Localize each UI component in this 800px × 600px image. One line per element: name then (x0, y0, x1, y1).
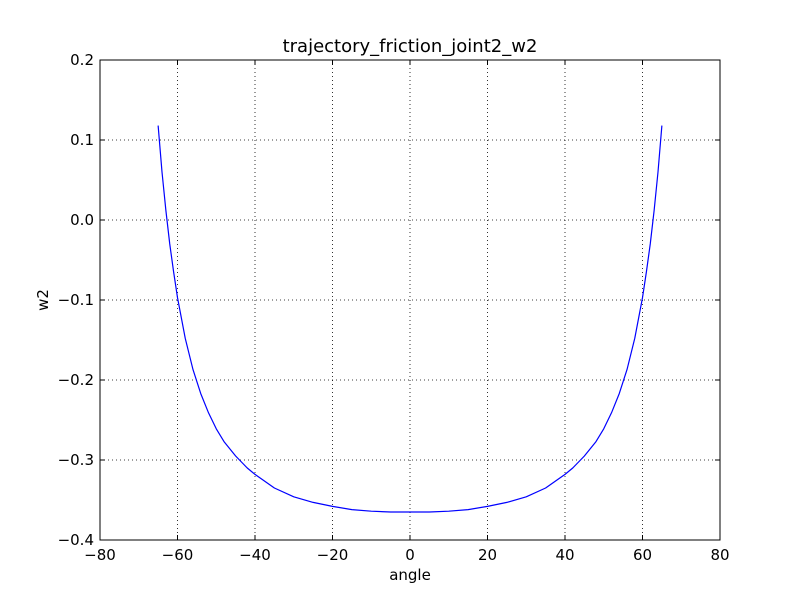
y-tick-label: 0.1 (70, 131, 94, 149)
x-tick-label: 40 (555, 546, 574, 564)
x-tick-label: 80 (710, 546, 729, 564)
y-tick-label: 0.2 (70, 51, 94, 69)
x-tick-label: 0 (405, 546, 415, 564)
y-axis-label: w2 (34, 289, 52, 311)
series-line (157, 125, 663, 513)
x-axis-label: angle (389, 566, 431, 584)
y-tick-label: −0.1 (58, 291, 94, 309)
series-layer (157, 125, 663, 513)
x-tick-label: −60 (162, 546, 194, 564)
y-tick-label: 0.0 (70, 211, 94, 229)
x-tick-label: −80 (84, 546, 116, 564)
y-tick-label: −0.2 (58, 371, 94, 389)
chart-title: trajectory_friction_joint2_w2 (283, 36, 538, 57)
x-tick-label: −20 (317, 546, 349, 564)
y-tick-label: −0.4 (58, 531, 94, 549)
x-tick-label: 20 (478, 546, 497, 564)
x-tick-label: −40 (239, 546, 271, 564)
y-tick-label: −0.3 (58, 451, 94, 469)
tick-labels: −80 −60 −40 −20 0 20 40 60 80 −0.4 −0.3 −0.2 −0.1 0.0… (58, 51, 730, 564)
tick-marks (99, 59, 721, 541)
x-tick-label: 60 (633, 546, 652, 564)
